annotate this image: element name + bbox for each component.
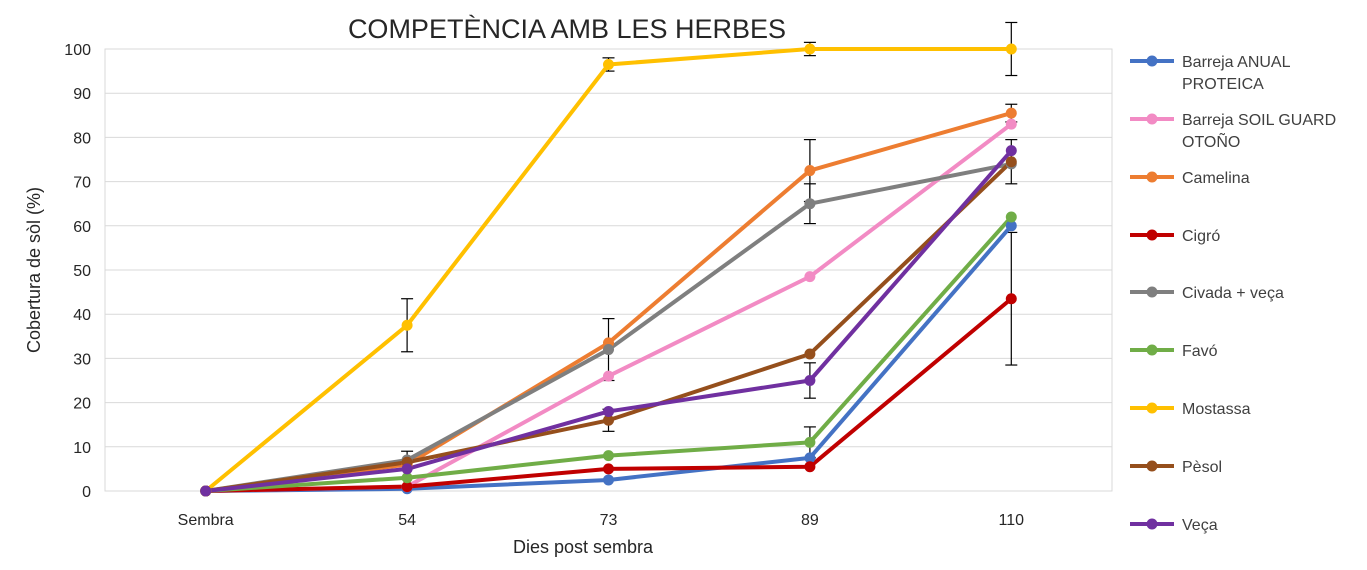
y-tick-label: 100 xyxy=(64,42,91,59)
series-points xyxy=(200,43,1017,497)
y-axis-label: Cobertura de sòl (%) xyxy=(24,187,44,353)
legend-label: Pèsol xyxy=(1182,459,1222,476)
plot-area xyxy=(104,48,1113,492)
data-point xyxy=(1005,293,1017,305)
legend-label: Camelina xyxy=(1182,170,1250,187)
legend-swatch-marker xyxy=(1146,344,1158,356)
data-point xyxy=(804,348,816,360)
data-point xyxy=(1005,220,1017,232)
data-point xyxy=(603,370,614,382)
data-point xyxy=(804,43,816,55)
x-axis-ticks: Sembra 54 73 89 110 xyxy=(178,512,1024,529)
y-tick-label: 50 xyxy=(73,263,91,280)
data-point xyxy=(804,375,816,386)
y-tick-label: 70 xyxy=(73,175,91,192)
data-point xyxy=(603,463,614,475)
legend-swatch-marker xyxy=(1146,229,1158,241)
data-point xyxy=(401,472,413,484)
data-point xyxy=(804,198,816,210)
data-point xyxy=(1005,211,1017,223)
data-point xyxy=(603,474,614,486)
legend-swatch-marker xyxy=(1146,171,1158,183)
y-tick-label: 80 xyxy=(73,130,91,147)
data-point xyxy=(1005,156,1017,168)
legend-label: OTOÑO xyxy=(1182,131,1240,151)
y-tick-label: 30 xyxy=(73,351,91,368)
legend-swatch-marker xyxy=(1146,402,1158,414)
gridlines xyxy=(104,48,1113,492)
data-point xyxy=(603,58,614,70)
data-point xyxy=(603,344,614,356)
legend-swatch-marker xyxy=(1146,518,1158,530)
data-point xyxy=(603,414,614,426)
data-point xyxy=(1005,118,1017,130)
legend-swatch-marker xyxy=(1146,460,1158,472)
data-point xyxy=(603,405,614,417)
chart-title: COMPETÈNCIA AMB LES HERBES xyxy=(348,14,786,44)
data-point xyxy=(804,436,816,448)
data-point xyxy=(401,319,413,331)
data-point xyxy=(401,481,413,493)
y-tick-label: 10 xyxy=(73,440,91,457)
x-tick-label: 110 xyxy=(999,512,1025,529)
y-tick-label: 60 xyxy=(73,219,91,236)
legend-label: Civada + veça xyxy=(1182,285,1284,302)
legend-label: Barreja SOIL GUARD xyxy=(1182,112,1336,129)
x-axis-label: Dies post sembra xyxy=(513,537,654,557)
x-tick-label: Sembra xyxy=(178,512,234,529)
legend-label: Mostassa xyxy=(1182,401,1251,418)
x-tick-label: 89 xyxy=(801,512,819,529)
series-line xyxy=(205,122,1013,493)
y-tick-label: 0 xyxy=(82,484,91,501)
legend-label: Barreja ANUAL xyxy=(1182,54,1291,71)
legend: Barreja ANUAL PROTEICA Barreja SOIL GUARD O… xyxy=(1130,54,1336,534)
legend-swatch-marker xyxy=(1146,113,1158,125)
y-tick-label: 20 xyxy=(73,396,91,413)
legend-label: PROTEICA xyxy=(1182,76,1264,93)
data-point xyxy=(804,461,816,473)
data-point xyxy=(401,463,413,475)
legend-swatch-marker xyxy=(1146,55,1158,67)
y-axis-ticks: 0 10 20 30 40 50 60 70 80 90 100 xyxy=(64,42,91,501)
data-point xyxy=(1005,43,1017,55)
data-point xyxy=(804,452,816,464)
legend-label: Favó xyxy=(1182,343,1218,360)
data-point xyxy=(1005,145,1017,157)
data-point xyxy=(200,485,212,497)
x-tick-label: 54 xyxy=(398,512,416,529)
legend-swatch-marker xyxy=(1146,286,1158,298)
series-line xyxy=(205,111,1012,493)
data-point xyxy=(1005,107,1017,119)
legend-label: Veça xyxy=(1182,517,1218,534)
data-point xyxy=(804,165,816,177)
data-point xyxy=(804,271,816,283)
x-tick-label: 73 xyxy=(600,512,618,529)
legend-label: Cigró xyxy=(1182,228,1220,245)
y-tick-label: 90 xyxy=(73,86,91,103)
data-point xyxy=(603,450,614,462)
y-tick-label: 40 xyxy=(73,307,91,324)
